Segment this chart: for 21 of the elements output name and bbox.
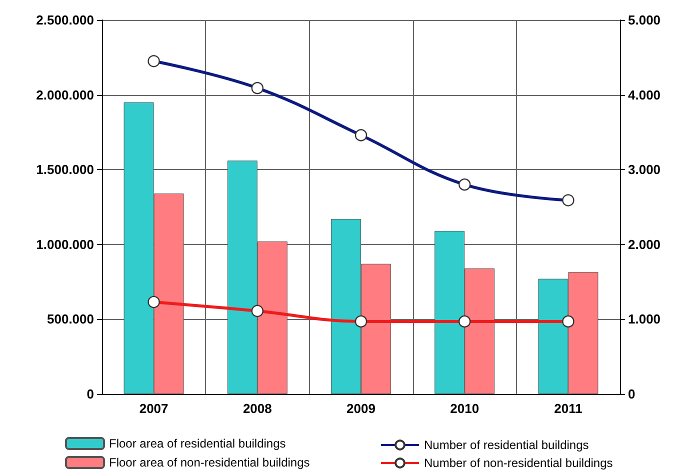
x-tick-label: 2007 <box>139 401 168 416</box>
x-tick-label: 2010 <box>450 401 480 416</box>
y-tick-label: 500.000 <box>47 312 94 327</box>
y-tick-label: 0 <box>86 386 94 402</box>
legend-label: Number of residential buildings <box>424 438 589 452</box>
y2-tick-label: 2.000 <box>628 236 661 252</box>
x-tick-label: 2011 <box>554 401 582 416</box>
y2-tick-label: 5.000 <box>628 12 661 28</box>
y-tick-label: 2.500.000 <box>36 12 94 28</box>
legend-label: Floor area of residential buildings <box>109 436 286 450</box>
y-tick-label: 1.000.000 <box>36 236 94 252</box>
legend-label: Floor area of non-residential buildings <box>109 456 310 470</box>
y2-tick-label: 4.000 <box>628 87 661 102</box>
legend-label: Number of non-residential buildings <box>424 456 613 470</box>
y2-tick-label: 1.000 <box>628 312 661 327</box>
x-tick-label: 2008 <box>242 401 272 416</box>
y2-tick-label: 3.000 <box>628 162 661 178</box>
y-tick-label: 1.500.000 <box>36 162 94 178</box>
x-tick-label: 2009 <box>346 401 376 416</box>
y2-tick-label: 0 <box>628 386 636 402</box>
y-tick-label: 2.000.000 <box>36 87 94 102</box>
